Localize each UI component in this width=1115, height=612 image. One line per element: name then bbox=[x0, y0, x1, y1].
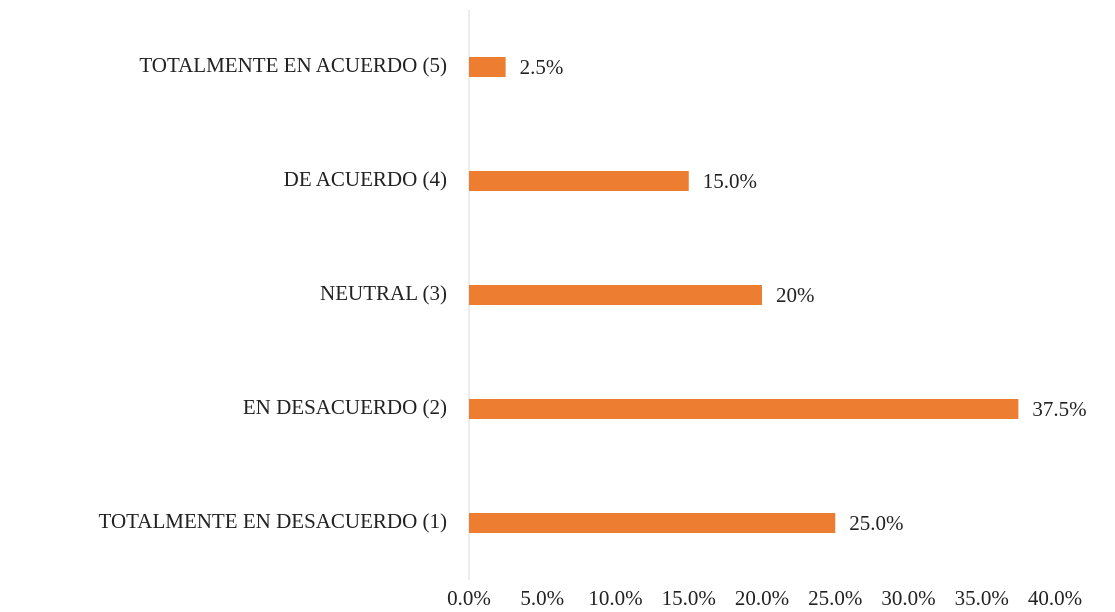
x-tick-label: 30.0% bbox=[881, 586, 935, 610]
bar bbox=[469, 513, 836, 533]
bar bbox=[469, 57, 506, 77]
bar bbox=[469, 285, 762, 305]
y-tick-label: EN DESACUERDO (2) bbox=[243, 395, 447, 419]
x-tick-label: 20.0% bbox=[735, 586, 789, 610]
y-tick-label: NEUTRAL (3) bbox=[320, 281, 447, 305]
x-tick-label: 40.0% bbox=[1028, 586, 1082, 610]
y-tick-label: TOTALMENTE EN ACUERDO (5) bbox=[139, 53, 447, 77]
bar bbox=[469, 399, 1019, 419]
data-label: 15.0% bbox=[703, 169, 757, 193]
y-tick-label: DE ACUERDO (4) bbox=[284, 167, 447, 191]
x-tick-label: 5.0% bbox=[520, 586, 564, 610]
x-tick-label: 15.0% bbox=[662, 586, 716, 610]
data-label: 37.5% bbox=[1032, 397, 1086, 421]
data-label: 20% bbox=[776, 283, 815, 307]
x-tick-label: 35.0% bbox=[955, 586, 1009, 610]
bar bbox=[469, 171, 689, 191]
data-label: 2.5% bbox=[520, 55, 564, 79]
x-tick-label: 0.0% bbox=[447, 586, 491, 610]
x-tick-label: 25.0% bbox=[808, 586, 862, 610]
x-tick-label: 10.0% bbox=[588, 586, 642, 610]
data-label: 25.0% bbox=[849, 511, 903, 535]
y-tick-label: TOTALMENTE EN DESACUERDO (1) bbox=[99, 509, 447, 533]
